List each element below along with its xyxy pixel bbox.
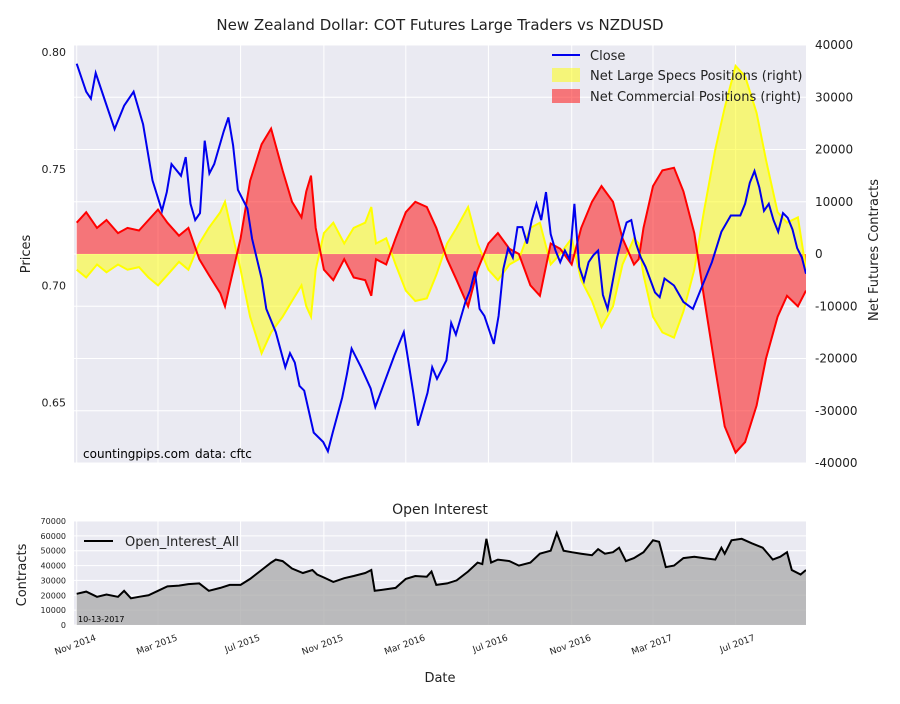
right-tick-label: 40000 bbox=[815, 38, 853, 52]
x-tick-label: Jul 2017 bbox=[718, 633, 757, 655]
bottom-tick-label: 20000 bbox=[41, 591, 66, 600]
right-tick-label: 0 bbox=[815, 247, 823, 261]
legend-oi-label: Open_Interest_All bbox=[125, 535, 239, 550]
x-tick-label: Nov 2016 bbox=[549, 633, 593, 657]
left-tick-label: 0.75 bbox=[42, 163, 67, 176]
x-tick-label: Jul 2016 bbox=[471, 633, 510, 655]
bottom-axis-label: Contracts bbox=[15, 543, 30, 606]
bottom-x-axis-ticks: Nov 2014 Mar 2015 Jul 2015 Nov 2015 Mar 2016… bbox=[54, 633, 757, 657]
top-left-axis-ticks: 0.65 0.70 0.75 0.80 bbox=[42, 46, 67, 409]
legend-close-label: Close bbox=[590, 49, 625, 64]
left-tick-label: 0.65 bbox=[42, 396, 67, 409]
open-interest-area bbox=[76, 532, 806, 625]
bottom-tick-label: 60000 bbox=[41, 532, 66, 541]
close-line bbox=[75, 63, 806, 455]
bottom-tick-label: 0 bbox=[61, 621, 66, 630]
bottom-axis-ticks: 0 10000 20000 30000 40000 50000 60000 70000 bbox=[41, 517, 66, 630]
bottom-tick-label: 10000 bbox=[41, 606, 66, 615]
commercial-area bbox=[76, 128, 806, 453]
top-right-axis-ticks: -40000 -30000 -20000 -10000 0 10000 20000 30000… bbox=[815, 38, 858, 470]
bottom-tick-label: 50000 bbox=[41, 547, 66, 556]
right-tick-label: 10000 bbox=[815, 195, 853, 209]
legend-specs-label: Net Large Specs Positions (right) bbox=[590, 69, 802, 84]
date-label: 10-13-2017 bbox=[78, 615, 125, 624]
left-tick-label: 0.80 bbox=[42, 46, 67, 59]
left-tick-label: 0.70 bbox=[42, 280, 67, 293]
right-tick-label: -10000 bbox=[815, 299, 858, 313]
specs-area bbox=[76, 65, 806, 354]
right-tick-label: -30000 bbox=[815, 404, 858, 418]
x-tick-label: Jul 2015 bbox=[223, 633, 262, 655]
left-axis-label: Prices bbox=[19, 235, 34, 274]
open-interest-line bbox=[76, 529, 806, 600]
right-tick-label: 30000 bbox=[815, 90, 853, 104]
x-axis-label: Date bbox=[424, 671, 455, 686]
data-annotation: data: cftc bbox=[195, 447, 252, 461]
specs-line bbox=[76, 63, 806, 357]
bottom-tick-label: 30000 bbox=[41, 576, 66, 585]
bottom-legend: Open_Interest_All bbox=[84, 535, 239, 550]
bottom-chart-title: Open Interest bbox=[392, 502, 488, 518]
x-tick-label: Mar 2017 bbox=[630, 633, 674, 657]
legend-commercial-label: Net Commercial Positions (right) bbox=[590, 90, 801, 105]
x-tick-label: Nov 2014 bbox=[54, 633, 98, 657]
right-tick-label: -40000 bbox=[815, 456, 858, 470]
legend-commercial-swatch bbox=[552, 89, 580, 103]
top-chart-title: New Zealand Dollar: COT Futures Large Tr… bbox=[216, 16, 663, 34]
x-tick-label: Nov 2015 bbox=[301, 633, 345, 657]
top-legend: Close Net Large Specs Positions (right) … bbox=[552, 49, 802, 105]
legend-specs-swatch bbox=[552, 68, 580, 82]
right-tick-label: -20000 bbox=[815, 352, 858, 366]
x-tick-label: Mar 2015 bbox=[135, 633, 179, 657]
bottom-tick-label: 40000 bbox=[41, 562, 66, 571]
source-annotation: countingpips.com bbox=[83, 447, 190, 461]
x-tick-label: Mar 2016 bbox=[383, 633, 427, 657]
bottom-tick-label: 70000 bbox=[41, 517, 66, 526]
commercial-line bbox=[75, 126, 806, 455]
right-tick-label: 20000 bbox=[815, 143, 853, 157]
right-axis-label: Net Futures Contracts bbox=[867, 179, 882, 321]
